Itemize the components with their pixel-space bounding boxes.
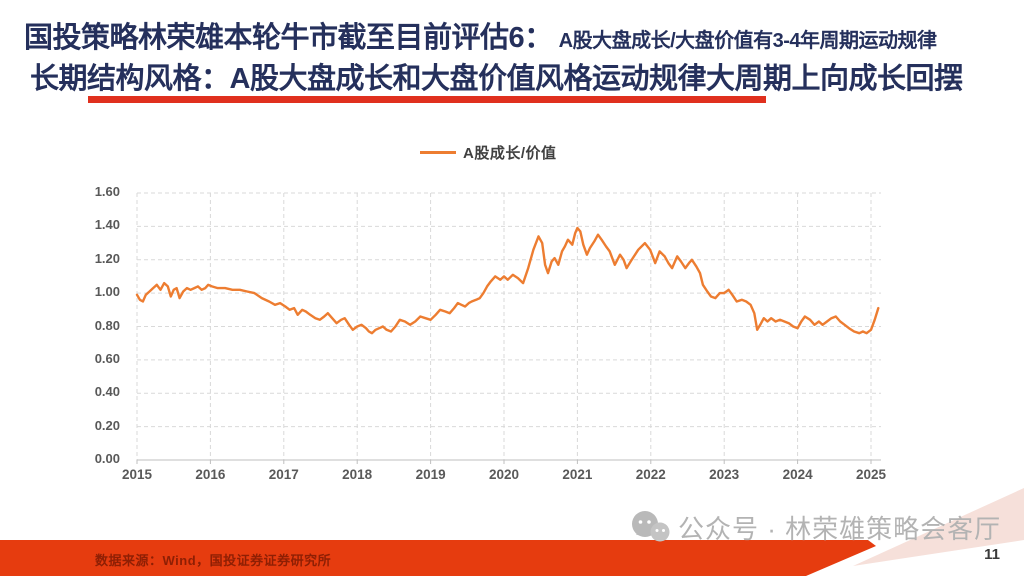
watermark-text: 公众号 · 林荣雄策略会客厅: [678, 514, 1002, 544]
x-axis-tick-label: 2015: [121, 467, 153, 482]
footer-red-band: [0, 540, 876, 576]
x-axis-tick-label: 2020: [488, 467, 520, 482]
title-line1-main: 国投策略林荣雄本轮牛市截至目前评估6：: [24, 22, 553, 54]
title-line-2: 长期结构风格：A股大盘成长和大盘价值风格运动规律大周期上向成长回摆: [30, 63, 963, 95]
y-axis-tick-label: 0.20: [94, 417, 120, 433]
x-axis-tick-label: 2023: [709, 467, 740, 482]
y-axis-tick-label: 1.40: [94, 217, 120, 233]
page-number: 11: [984, 546, 1000, 563]
wechat-icon: [632, 511, 670, 542]
x-axis-tick-label: 2022: [635, 467, 666, 482]
x-axis-tick-label: 2016: [195, 467, 226, 482]
x-axis-tick-label: 2021: [562, 467, 593, 482]
x-axis-tick-label: 2024: [782, 467, 813, 482]
x-axis-tick-label: 2025: [855, 467, 887, 482]
x-axis-tick-label: 2017: [268, 467, 299, 482]
title-line1-sub: A股大盘成长/大盘价值有3-4年周期运动规律: [558, 30, 937, 52]
title-line-1: 国投策略林荣雄本轮牛市截至目前评估6： A股大盘成长/大盘价值有3-4年周期运动规…: [24, 20, 1014, 61]
data-source-note: 数据来源：Wind，国投证券证券研究所: [95, 553, 332, 568]
title-block: 国投策略林荣雄本轮牛市截至目前评估6： A股大盘成长/大盘价值有3-4年周期运动规…: [24, 20, 1014, 97]
y-axis-tick-label: 0.40: [94, 384, 120, 400]
growth-value-ratio-line-chart: [135, 192, 881, 464]
y-axis-tick-label: 1.60: [94, 184, 120, 199]
y-axis-tick-label: 1.20: [94, 250, 120, 266]
legend-line-swatch: [420, 151, 456, 154]
x-axis-tick-label: 2018: [342, 467, 373, 482]
y-axis-tick-label: 0.80: [94, 317, 120, 333]
watermark: 公众号 · 林荣雄策略会客厅: [630, 509, 1001, 547]
x-axis-tick-label: 2019: [415, 467, 446, 482]
title-underline-bar: [88, 96, 766, 103]
y-axis-tick-label: 1.00: [94, 284, 120, 300]
y-axis-tick-label: 0.60: [94, 350, 120, 366]
chart-legend: A股成长/价值: [420, 142, 557, 162]
legend-label: A股成长/价值: [463, 144, 557, 162]
y-axis-tick-label: 0.00: [94, 451, 120, 466]
